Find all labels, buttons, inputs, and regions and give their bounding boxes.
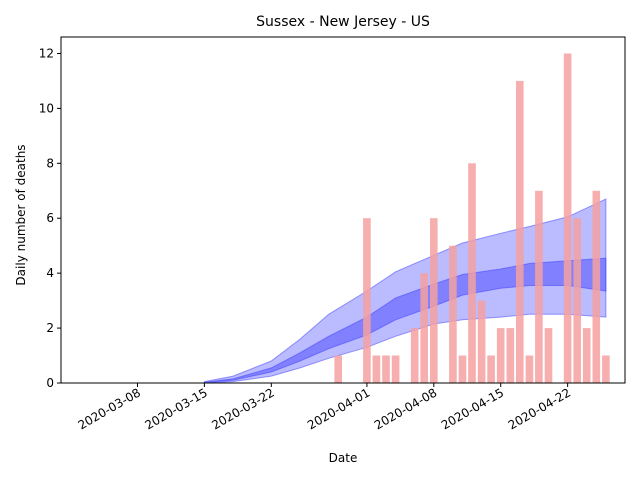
- bar: [363, 218, 371, 383]
- bar: [487, 355, 495, 383]
- y-tick-label: 10: [39, 101, 54, 115]
- bar: [535, 190, 543, 383]
- inner-band: [203, 257, 607, 384]
- bar: [477, 300, 486, 383]
- bar: [372, 355, 381, 383]
- bar: [516, 80, 524, 384]
- bar: [602, 355, 610, 383]
- bar: [391, 355, 400, 383]
- x-tick-label: 2020-04-15: [439, 385, 506, 432]
- bar: [496, 328, 505, 383]
- bar: [525, 355, 534, 383]
- y-tick-label: 8: [46, 156, 54, 170]
- outer-band: [203, 198, 607, 384]
- bar: [449, 245, 457, 383]
- bar: [563, 53, 572, 383]
- x-tick-label: 2020-04-01: [305, 385, 372, 432]
- y-axis: 0 2 4 6 8 10 12: [39, 46, 61, 390]
- y-tick-label: 6: [46, 211, 54, 225]
- bar: [410, 328, 419, 383]
- y-tick-label: 0: [46, 376, 54, 390]
- bar: [430, 218, 438, 383]
- y-axis-label: Daily number of deaths: [14, 144, 28, 285]
- chart-title: Sussex - New Jersey - US: [256, 14, 430, 30]
- bar: [468, 163, 476, 383]
- x-tick-label: 2020-03-15: [142, 385, 209, 432]
- bar: [458, 355, 467, 383]
- x-tick-label: 2020-04-22: [506, 385, 573, 432]
- y-tick-label: 4: [46, 266, 54, 280]
- y-tick-label: 2: [46, 321, 54, 335]
- bar: [506, 328, 515, 383]
- bar: [334, 355, 342, 383]
- y-tick-label: 12: [39, 46, 54, 60]
- x-axis-label: Date: [329, 451, 358, 465]
- bar: [544, 328, 553, 383]
- bar: [382, 355, 390, 383]
- bars-layer: [334, 53, 610, 384]
- x-tick-label: 2020-03-22: [209, 385, 276, 432]
- plot-frame: [60, 36, 626, 384]
- bar: [582, 328, 591, 383]
- x-tick-label: 2020-03-08: [76, 385, 143, 432]
- bar: [573, 218, 581, 383]
- bar: [592, 190, 601, 383]
- x-tick-label: 2020-04-08: [372, 385, 439, 432]
- x-axis: 2020-03-08 2020-03-15 2020-03-22 2020-04-01…: [76, 383, 573, 432]
- bar: [420, 273, 428, 383]
- bands-layer: [203, 198, 607, 384]
